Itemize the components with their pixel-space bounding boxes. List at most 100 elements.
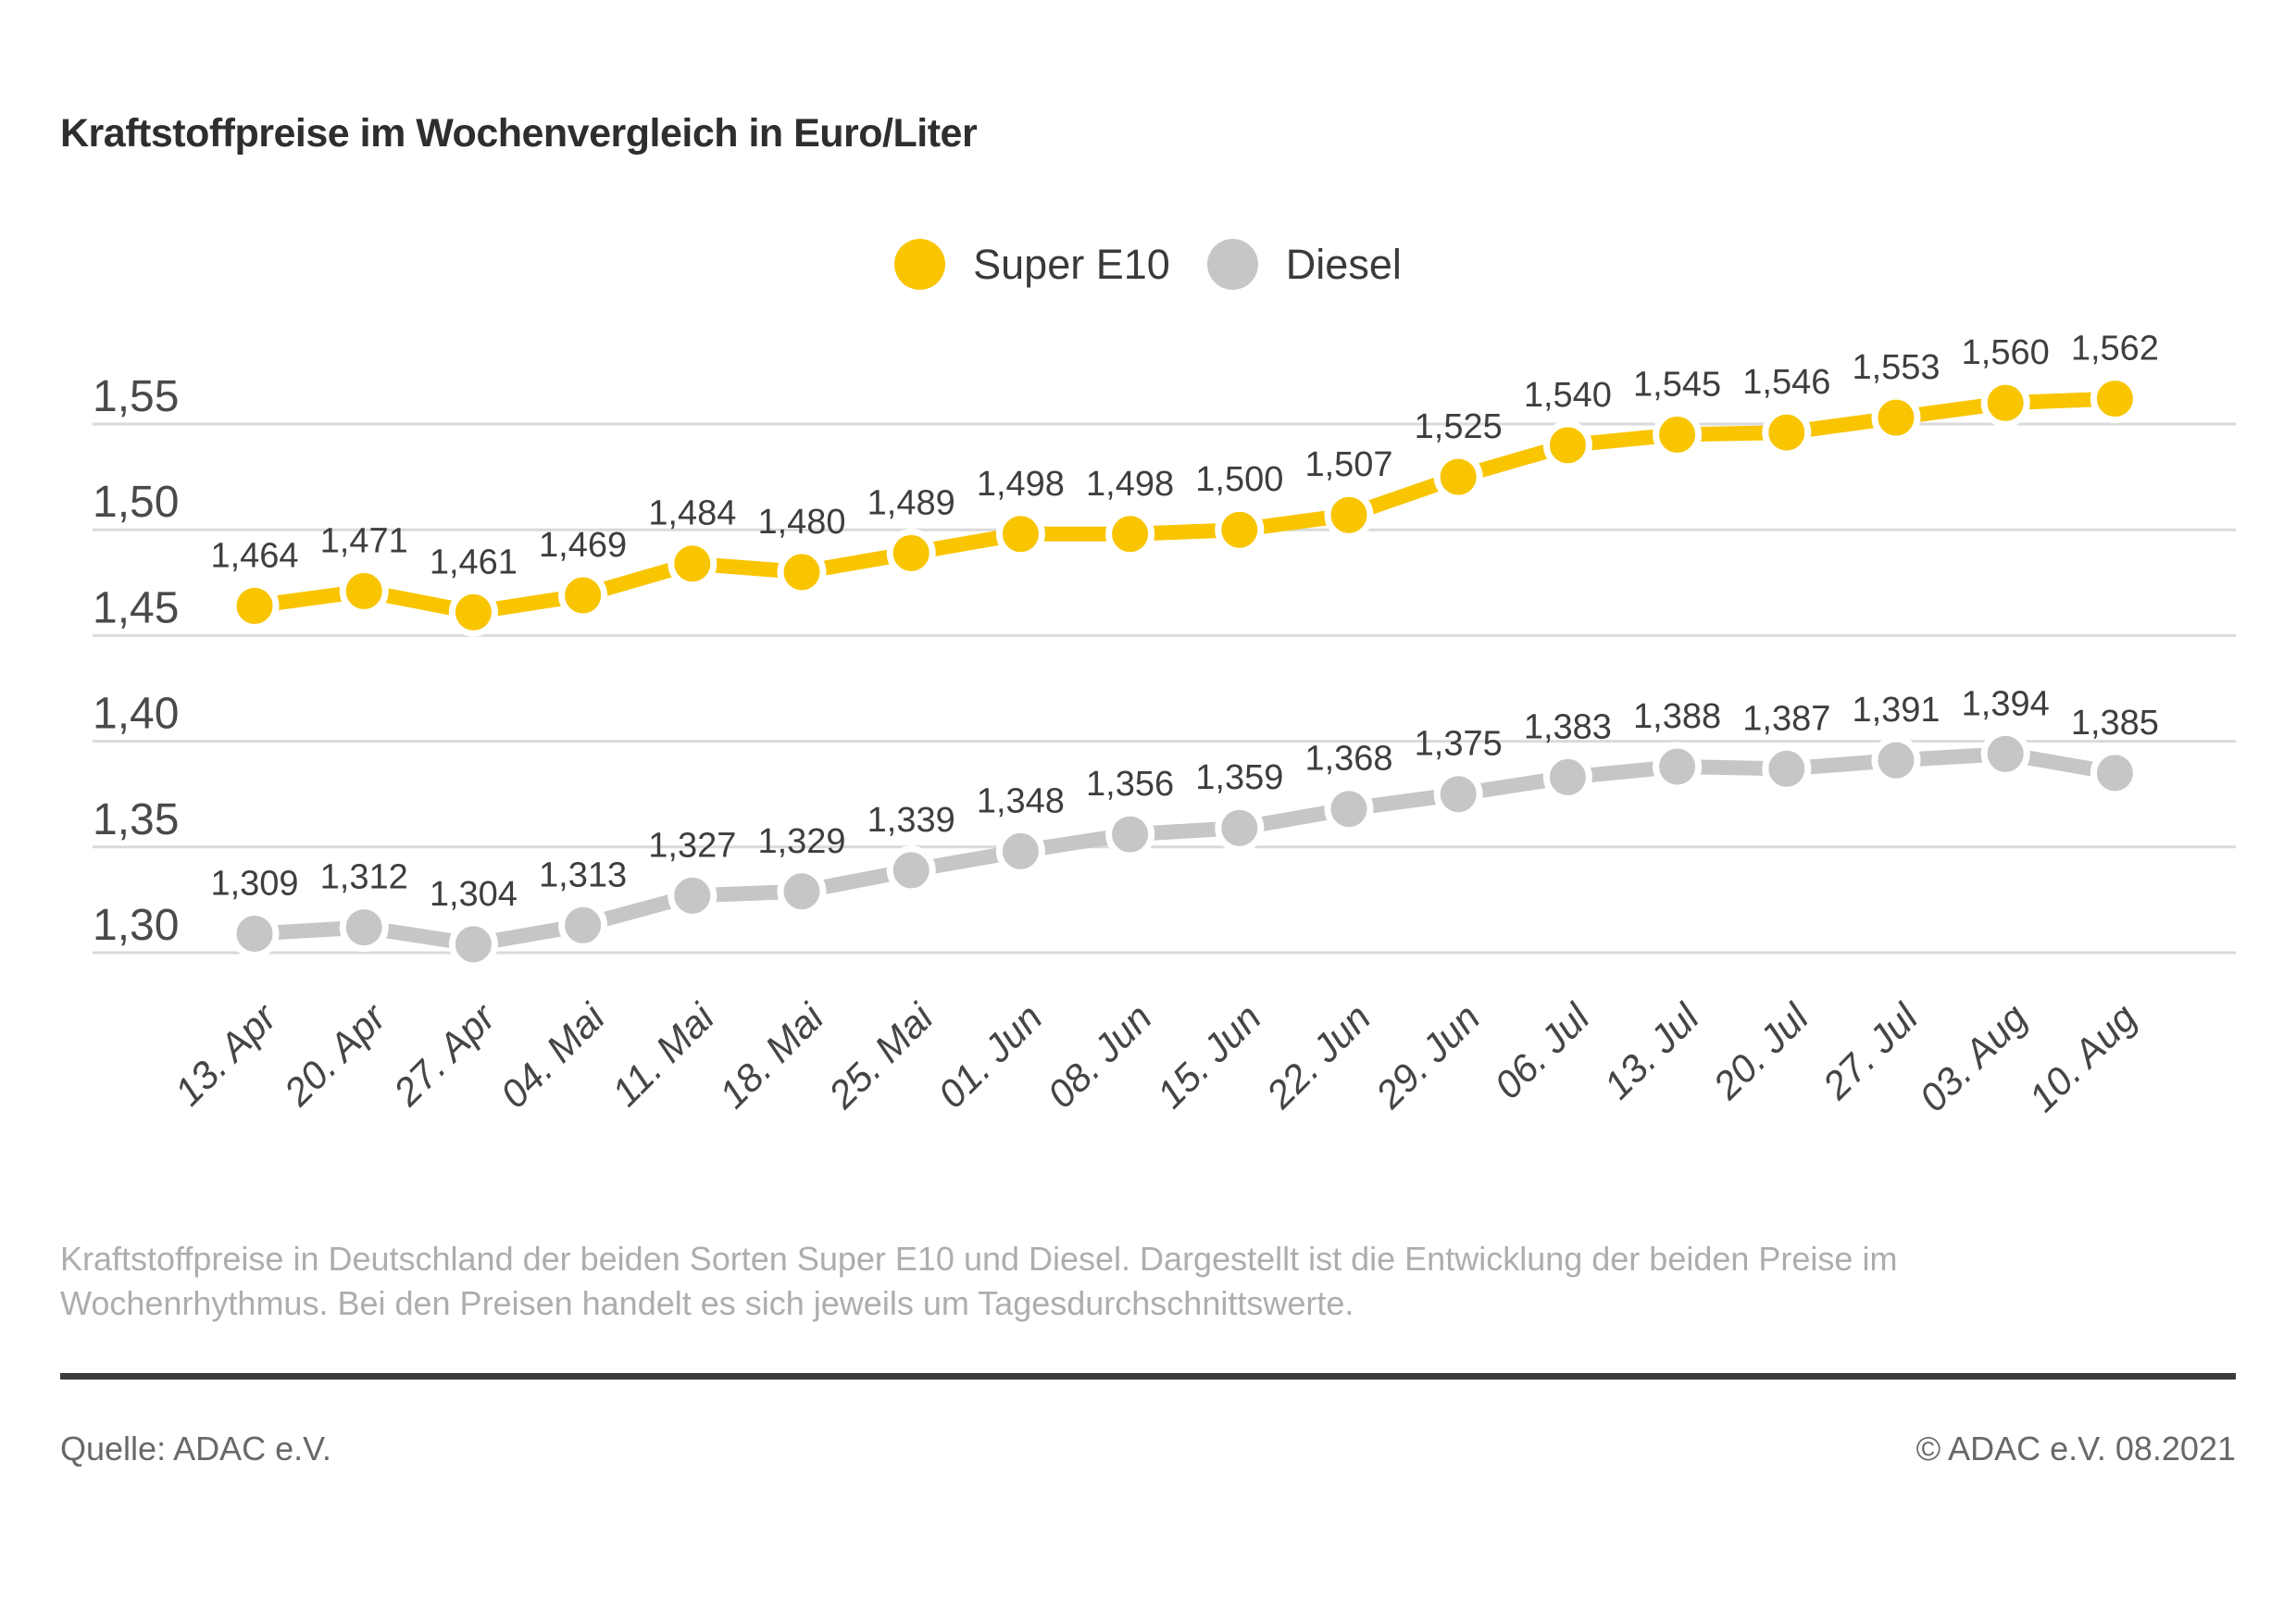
legend-label-super-e10: Super E10 — [973, 240, 1170, 288]
x-axis-tick-label: 29. Jun — [1366, 995, 1488, 1117]
data-point-super-e10 — [1653, 409, 1703, 459]
data-label-diesel: 1,385 — [2071, 704, 2159, 743]
data-label-diesel: 1,304 — [430, 875, 518, 914]
data-label-diesel: 1,329 — [757, 822, 845, 861]
data-label-diesel: 1,359 — [1195, 758, 1283, 797]
data-label-super-e10: 1,484 — [648, 494, 736, 533]
data-label-diesel: 1,309 — [210, 864, 298, 903]
data-point-super-e10 — [448, 587, 498, 637]
data-point-super-e10 — [230, 581, 280, 631]
data-point-super-e10 — [886, 528, 936, 578]
data-label-diesel: 1,368 — [1304, 740, 1392, 779]
data-label-super-e10: 1,525 — [1415, 407, 1503, 446]
data-point-diesel — [558, 900, 608, 950]
data-point-diesel — [777, 867, 827, 917]
data-label-diesel: 1,348 — [977, 781, 1065, 820]
data-point-diesel — [995, 826, 1045, 876]
data-label-diesel: 1,327 — [648, 826, 736, 865]
data-label-super-e10: 1,464 — [210, 536, 298, 575]
data-point-diesel — [1653, 742, 1703, 792]
x-axis-tick-label: 18. Mai — [711, 994, 833, 1117]
y-axis-tick-label: 1,50 — [93, 478, 179, 527]
data-label-super-e10: 1,562 — [2071, 330, 2159, 368]
data-point-diesel — [1980, 729, 2030, 779]
data-label-diesel: 1,312 — [320, 858, 408, 897]
copyright-text: © ADAC e.V. 08.2021 — [1915, 1430, 2236, 1467]
data-point-diesel — [1105, 809, 1155, 859]
x-axis-tick-label: 27. Jul — [1814, 994, 1928, 1108]
data-label-diesel: 1,387 — [1742, 699, 1830, 738]
x-axis-tick-label: 20. Apr — [275, 994, 395, 1115]
data-label-super-e10: 1,507 — [1304, 445, 1392, 484]
y-axis-tick-label: 1,35 — [93, 795, 179, 844]
data-point-diesel — [230, 908, 280, 958]
data-label-super-e10: 1,560 — [1962, 333, 2050, 372]
data-point-diesel — [1324, 784, 1374, 834]
legend-item-diesel: Diesel — [1206, 239, 1402, 290]
source-text: Quelle: ADAC e.V. — [60, 1430, 331, 1467]
diesel-dot-icon — [1206, 239, 1258, 290]
data-label-super-e10: 1,545 — [1633, 365, 1721, 404]
data-label-diesel: 1,313 — [539, 855, 627, 894]
data-label-diesel: 1,391 — [1852, 691, 1940, 730]
x-axis-tick-label: 01. Jun — [930, 995, 1051, 1117]
data-label-super-e10: 1,546 — [1742, 363, 1830, 402]
x-axis-tick-label: 06. Jul — [1486, 994, 1599, 1107]
data-label-diesel: 1,375 — [1415, 725, 1503, 764]
series-line-diesel — [254, 746, 2116, 952]
data-point-super-e10 — [777, 547, 827, 597]
data-point-super-e10 — [2090, 374, 2140, 424]
data-point-super-e10 — [995, 509, 1045, 559]
data-point-super-e10 — [1324, 490, 1374, 540]
data-label-super-e10: 1,540 — [1524, 376, 1612, 415]
x-axis-tick-label: 13. Apr — [166, 994, 285, 1114]
data-point-super-e10 — [668, 539, 718, 589]
data-label-diesel: 1,394 — [1962, 684, 2050, 723]
data-point-diesel — [2090, 748, 2140, 798]
series-line-super-e10 — [253, 391, 2115, 620]
legend-item-super-e10: Super E10 — [894, 239, 1170, 290]
data-point-super-e10 — [1215, 505, 1265, 555]
legend-label-diesel: Diesel — [1285, 240, 1402, 288]
data-point-diesel — [448, 919, 498, 969]
data-label-diesel: 1,356 — [1086, 765, 1174, 804]
data-point-super-e10 — [1980, 378, 2030, 428]
x-axis-tick-label: 08. Jun — [1039, 995, 1160, 1117]
data-point-super-e10 — [1871, 393, 1921, 443]
data-label-diesel: 1,383 — [1524, 707, 1612, 746]
data-label-super-e10: 1,461 — [430, 543, 518, 581]
data-label-super-e10: 1,498 — [977, 465, 1065, 504]
x-axis-tick-label: 04. Mai — [492, 994, 614, 1117]
data-point-diesel — [1215, 803, 1265, 853]
y-axis-tick-label: 1,55 — [93, 372, 179, 421]
data-label-super-e10: 1,498 — [1086, 465, 1174, 504]
footer-divider — [60, 1373, 2236, 1380]
data-point-diesel — [339, 903, 389, 953]
data-point-super-e10 — [1762, 407, 1812, 457]
x-axis-tick-label: 27. Apr — [384, 994, 505, 1115]
page-title: Kraftstoffpreise im Wochenvergleich in E… — [60, 111, 978, 156]
data-point-diesel — [1433, 769, 1483, 819]
data-point-diesel — [1871, 735, 1921, 785]
data-point-super-e10 — [1433, 452, 1483, 502]
x-axis-tick-label: 20. Jul — [1704, 994, 1818, 1108]
data-label-diesel: 1,339 — [867, 801, 955, 840]
x-axis-tick-label: 10. Aug — [2020, 995, 2145, 1120]
x-axis-tick-label: 03. Aug — [1911, 995, 2036, 1120]
data-point-super-e10 — [558, 570, 608, 620]
chart-legend: Super E10 Diesel — [0, 239, 2296, 290]
y-axis-tick-label: 1,30 — [93, 901, 179, 950]
x-axis-tick-label: 15. Jun — [1149, 995, 1270, 1117]
y-axis-tick-label: 1,40 — [93, 690, 179, 739]
data-label-super-e10: 1,489 — [867, 483, 955, 522]
data-point-super-e10 — [339, 566, 389, 616]
x-axis-tick-label: 22. Jun — [1257, 995, 1379, 1117]
x-axis-tick-label: 11. Mai — [604, 994, 724, 1115]
super-e10-dot-icon — [894, 239, 946, 290]
data-point-super-e10 — [1542, 420, 1592, 470]
x-axis-tick-label: 25. Mai — [819, 994, 942, 1118]
data-point-diesel — [668, 870, 718, 920]
data-label-super-e10: 1,480 — [757, 503, 845, 542]
